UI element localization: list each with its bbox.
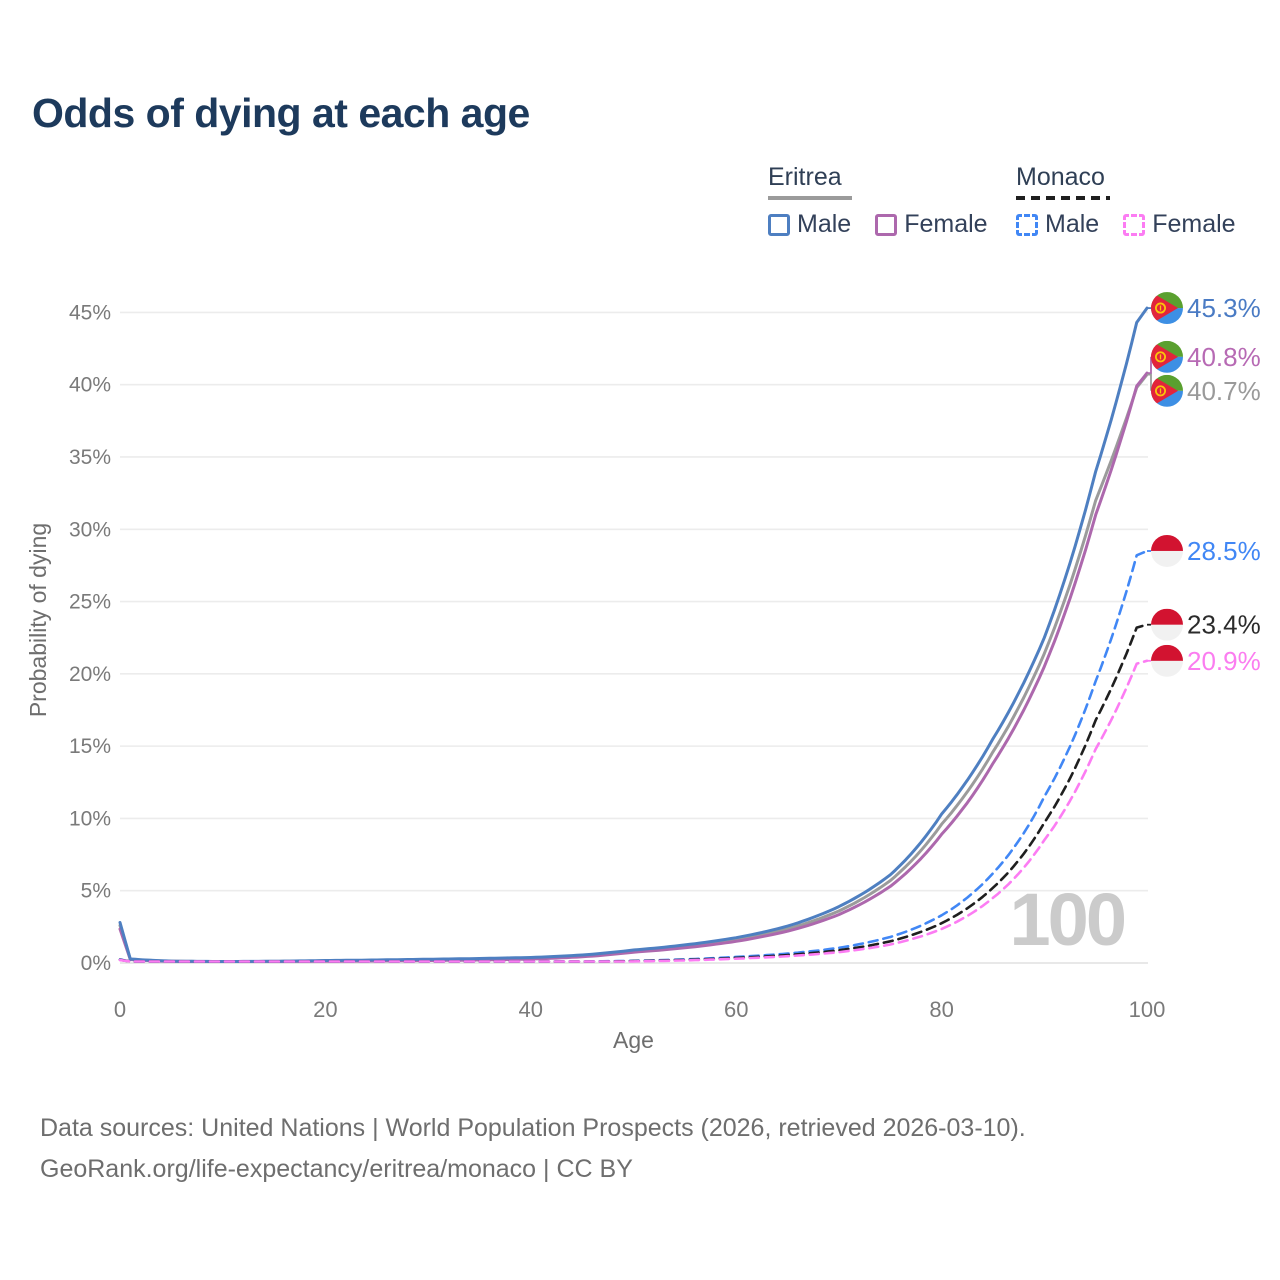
end-label-connector — [1147, 373, 1152, 391]
end-label-connector — [1147, 356, 1152, 374]
x-tick-label: 80 — [929, 997, 953, 1022]
footer-sources: Data sources: United Nations | World Pop… — [40, 1114, 1026, 1142]
footer: Data sources: United Nations | World Pop… — [40, 1108, 1026, 1190]
legend-eritrea-female-checkbox[interactable] — [875, 213, 898, 236]
series-line-monaco-male[interactable] — [118, 549, 1149, 963]
y-tick-label: 10% — [69, 807, 111, 830]
chart-legend: Eritrea Male Female Monaco Male — [0, 163, 1280, 253]
legend-monaco-female-label: Female — [1152, 210, 1236, 238]
legend-eritrea-line-swatch — [768, 196, 852, 200]
eritrea-flag-icon — [1151, 374, 1183, 407]
x-tick-label: 100 — [1129, 997, 1166, 1022]
legend-eritrea-female-label: Female — [904, 210, 988, 238]
y-axis-title: Probability of dying — [25, 523, 51, 717]
x-tick-label: 60 — [724, 997, 748, 1022]
legend-monaco-male-checkbox[interactable] — [1016, 213, 1038, 236]
series-line-eritrea-male[interactable] — [118, 306, 1149, 963]
x-axis-title: Age — [613, 1027, 654, 1053]
legend-eritrea-male-label: Male — [797, 210, 852, 238]
x-tick-label: 20 — [313, 997, 337, 1022]
legend-monaco-line-swatch — [1016, 196, 1110, 200]
monaco-flag-icon — [1151, 534, 1183, 567]
monaco-flag-icon — [1151, 608, 1183, 641]
legend-monaco-female-checkbox[interactable] — [1123, 213, 1146, 236]
legend-item-monaco-male[interactable]: Male — [1016, 210, 1099, 239]
y-tick-label: 25% — [69, 591, 111, 614]
x-tick-label: 0 — [114, 997, 126, 1022]
legend-group-eritrea: Eritrea Male Female — [768, 163, 988, 239]
end-value-label-monaco-male: 28.5% — [1187, 536, 1261, 566]
eritrea-flag-icon — [1151, 292, 1183, 325]
y-tick-label: 40% — [69, 374, 111, 397]
y-tick-label: 5% — [81, 880, 111, 903]
legend-item-eritrea-female[interactable]: Female — [875, 210, 988, 239]
y-tick-label: 20% — [69, 663, 111, 686]
end-value-label-eritrea-female: 40.8% — [1187, 342, 1261, 372]
y-tick-label: 35% — [69, 446, 111, 469]
age-watermark: 100 — [1010, 878, 1125, 961]
legend-group-monaco: Monaco Male Female — [1016, 163, 1236, 239]
legend-group-monaco-label: Monaco — [1016, 163, 1105, 191]
legend-monaco-male-label: Male — [1045, 210, 1100, 238]
monaco-flag-icon — [1151, 644, 1183, 677]
y-tick-label: 0% — [81, 952, 111, 975]
legend-item-eritrea-male[interactable]: Male — [768, 210, 851, 239]
legend-eritrea-male-checkbox[interactable] — [768, 213, 790, 236]
legend-item-monaco-female[interactable]: Female — [1123, 210, 1236, 239]
series-line-monaco-female[interactable] — [118, 659, 1149, 963]
y-tick-label: 45% — [69, 301, 111, 324]
page-title: Odds of dying at each age — [32, 90, 530, 136]
legend-group-eritrea-label: Eritrea — [768, 163, 842, 191]
end-value-label-monaco-both: 23.4% — [1187, 610, 1261, 640]
y-tick-label: 15% — [69, 735, 111, 758]
x-tick-label: 40 — [519, 997, 543, 1022]
end-value-label-eritrea-male: 45.3% — [1187, 293, 1261, 323]
end-value-label-monaco-female: 20.9% — [1187, 646, 1261, 676]
footer-attribution: GeoRank.org/life-expectancy/eritrea/mona… — [40, 1155, 633, 1183]
end-value-label-eritrea-both: 40.7% — [1187, 376, 1261, 406]
series-line-monaco-both[interactable] — [118, 623, 1149, 963]
y-tick-label: 30% — [69, 518, 111, 541]
eritrea-flag-icon — [1151, 340, 1183, 373]
